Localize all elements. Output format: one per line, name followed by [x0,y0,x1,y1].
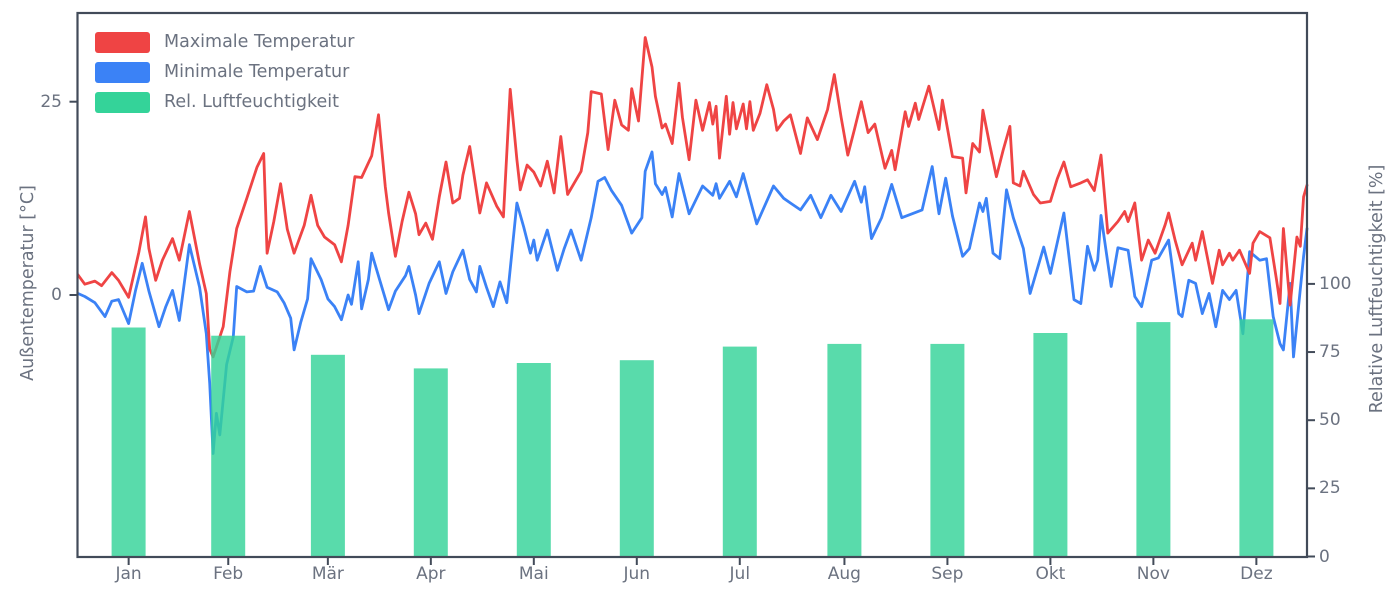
humidity-bar-Aug [827,343,862,557]
right-axis-title: Relative Luftfeuchtigkeit [%] [1367,164,1387,414]
humidity-bar-Dez [1239,319,1274,557]
humidity-bar-Jun [619,360,654,557]
x-tick-label-Apr: Apr [416,564,446,584]
humidity-bar-Feb [211,335,246,557]
humidity-bar-Okt [1033,333,1068,557]
legend-swatch-red [95,32,150,53]
x-tick-label-Feb: Feb [213,564,244,584]
humidity-bar-Jul [722,346,757,557]
x-tick-label-Nov: Nov [1136,564,1170,584]
plot-frame [76,11,1309,559]
humidity-bar-Nov [1136,322,1171,557]
legend-item-humidity: Rel. Luftfeuchtigkeit [95,92,354,113]
legend-swatch-green [95,92,150,113]
humidity-bar-Apr [413,368,448,557]
left-tick-label-25: 25 [40,91,62,112]
x-tick-label-Dez: Dez [1240,564,1273,584]
x-tick-label-Sep: Sep [931,564,964,584]
x-tick-label-Mai: Mai [518,564,549,584]
x-tick-label-Aug: Aug [827,564,861,584]
right-tick-label-75: 75 [1319,342,1341,363]
x-tick-label-Mär: Mär [311,564,344,584]
x-tick-label-Okt: Okt [1035,564,1066,584]
legend-label: Minimale Temperatur [164,62,350,82]
humidity-bar-Mär [310,354,345,557]
left-axis-title: Außentemperatur [°C] [18,185,38,381]
right-tick-label-100: 100 [1319,273,1352,294]
legend-label: Rel. Luftfeuchtigkeit [164,92,339,112]
humidity-bar-Mai [516,363,551,557]
humidity-bar-Sep [930,343,965,557]
min-temp-line [76,150,1309,455]
legend-swatch-blue [95,62,150,83]
legend-item-max-temp: Maximale Temperatur [95,32,354,53]
x-tick-label-Jun: Jun [623,564,651,584]
humidity-bar-Jan [111,327,146,557]
legend: Maximale Temperatur Minimale Temperatur … [95,32,354,122]
x-tick-label-Jan: Jan [115,564,142,584]
legend-label: Maximale Temperatur [164,32,355,52]
legend-item-min-temp: Minimale Temperatur [95,62,354,83]
left-tick-label-0: 0 [51,285,62,305]
right-tick-label-50: 50 [1319,410,1341,431]
right-tick-label-25: 25 [1319,478,1341,499]
x-tick-label-Jul: Jul [729,564,751,584]
right-tick-label-0: 0 [1319,546,1330,567]
max-temp-line [76,36,1309,359]
